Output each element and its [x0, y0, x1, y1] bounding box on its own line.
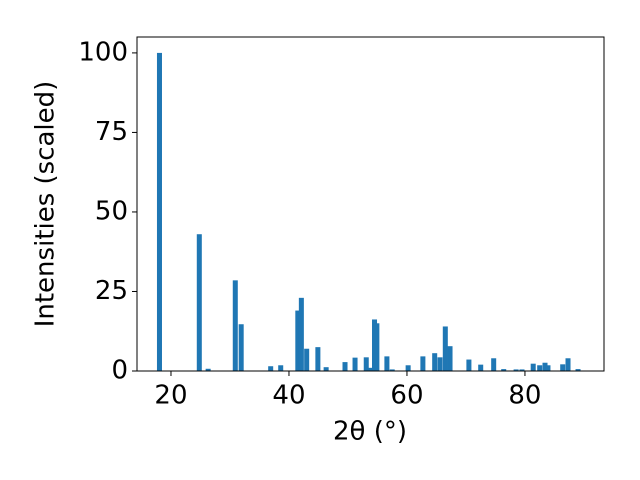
y-tick-label: 75: [95, 117, 128, 147]
bar: [560, 364, 566, 371]
bar: [315, 347, 321, 371]
y-axis-label: Intensities (scaled): [31, 81, 61, 328]
bar: [575, 369, 581, 371]
bar: [545, 365, 551, 371]
bar: [304, 348, 310, 371]
bar: [389, 369, 395, 371]
y-tick-label: 0: [111, 356, 128, 386]
x-tick-label: 20: [154, 381, 187, 411]
x-tick-label: 80: [508, 381, 541, 411]
bar: [384, 356, 390, 371]
bar: [238, 324, 244, 371]
bar: [478, 364, 484, 371]
bar: [466, 359, 472, 371]
bar: [447, 346, 453, 371]
bar: [542, 362, 548, 371]
bar: [205, 368, 211, 371]
y-tick-label: 25: [95, 276, 128, 306]
bar: [442, 326, 448, 371]
bar: [565, 358, 571, 371]
bar: [491, 358, 497, 371]
y-tick-label: 100: [78, 37, 128, 67]
bar: [232, 280, 238, 371]
bar: [374, 323, 380, 371]
bar: [501, 369, 507, 371]
bar: [367, 367, 373, 371]
bar: [295, 310, 301, 371]
bar: [342, 362, 348, 371]
bar: [519, 369, 525, 371]
y-tick-label: 50: [95, 196, 128, 226]
bar: [537, 365, 543, 371]
bar: [437, 357, 443, 371]
bar: [268, 366, 274, 371]
bar: [432, 353, 438, 371]
x-tick-label: 60: [390, 381, 423, 411]
bar: [405, 365, 411, 371]
plot-frame: [136, 36, 605, 372]
bar: [298, 297, 304, 371]
bar: [196, 234, 202, 371]
x-axis-label: 2θ (°): [333, 417, 407, 447]
bar: [323, 367, 329, 371]
bar: [278, 365, 284, 371]
bar: [513, 369, 519, 371]
x-tick-label: 40: [272, 381, 305, 411]
bar: [530, 363, 536, 371]
bar: [352, 357, 358, 371]
bar: [156, 52, 162, 372]
bar: [363, 357, 369, 371]
bar: [420, 356, 426, 371]
